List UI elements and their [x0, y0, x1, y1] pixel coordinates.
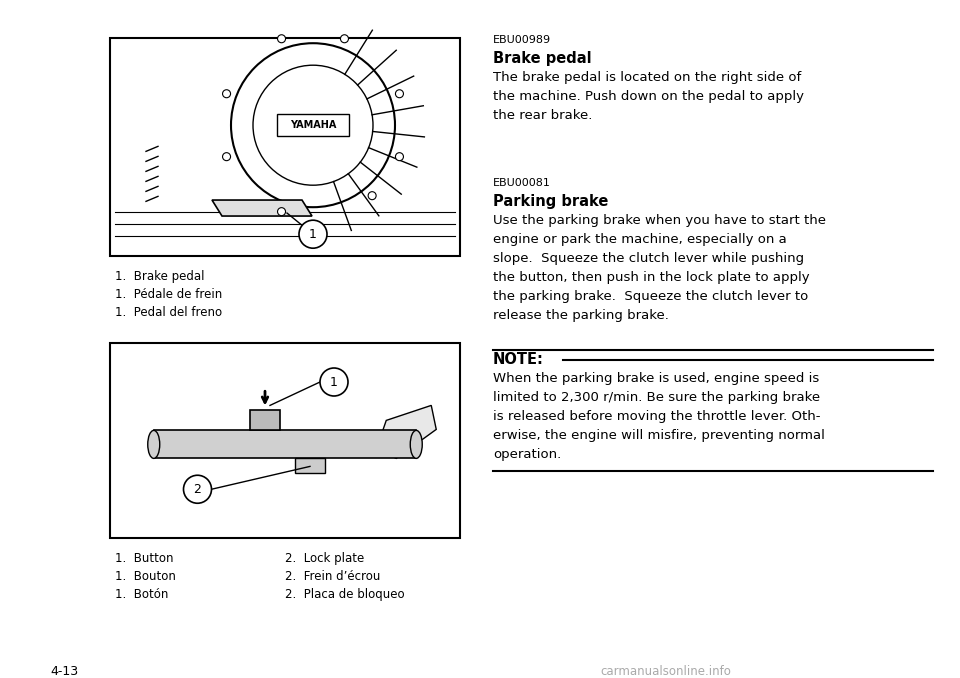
Text: EBU00081: EBU00081 [493, 178, 551, 188]
Bar [110, 38, 460, 256]
Polygon shape [212, 200, 312, 216]
Circle shape [396, 89, 403, 98]
Text: release the parking brake.: release the parking brake. [493, 309, 669, 322]
Text: When the parking brake is used, engine speed is: When the parking brake is used, engine s… [493, 372, 819, 385]
Text: EBU00989: EBU00989 [493, 35, 551, 45]
Bar [277, 114, 349, 136]
Text: 2.  Placa de bloqueo: 2. Placa de bloqueo [285, 588, 404, 601]
Text: The brake pedal is located on the right side of: The brake pedal is located on the right … [493, 71, 802, 84]
Bar [250, 410, 280, 431]
Text: the rear brake.: the rear brake. [493, 109, 592, 122]
Polygon shape [376, 405, 436, 458]
Text: 1.  Button: 1. Button [115, 552, 174, 565]
Text: operation.: operation. [493, 448, 562, 461]
Text: limited to 2,300 r/min. Be sure the parking brake: limited to 2,300 r/min. Be sure the park… [493, 391, 820, 404]
Circle shape [320, 368, 348, 396]
Text: 1.  Botón: 1. Botón [115, 588, 168, 601]
Circle shape [183, 475, 211, 503]
Text: 1: 1 [330, 376, 338, 388]
Text: 1.  Bouton: 1. Bouton [115, 570, 176, 583]
Circle shape [368, 192, 376, 200]
Text: the parking brake.  Squeeze the clutch lever to: the parking brake. Squeeze the clutch le… [493, 290, 808, 303]
Text: carmanualsonline.info: carmanualsonline.info [600, 665, 731, 678]
Text: 1: 1 [309, 228, 317, 241]
Text: engine or park the machine, especially on a: engine or park the machine, especially o… [493, 233, 787, 246]
Text: 2.  Lock plate: 2. Lock plate [285, 552, 364, 565]
Text: Brake pedal: Brake pedal [493, 51, 591, 66]
Text: the machine. Push down on the pedal to apply: the machine. Push down on the pedal to a… [493, 90, 804, 103]
Circle shape [299, 220, 327, 248]
Text: Parking brake: Parking brake [493, 194, 609, 209]
Circle shape [223, 89, 230, 98]
Circle shape [341, 35, 348, 43]
Ellipse shape [148, 431, 159, 458]
Text: 1.  Pédale de frein: 1. Pédale de frein [115, 288, 223, 301]
Bar [110, 343, 460, 538]
Bar [154, 431, 417, 458]
Text: Use the parking brake when you have to start the: Use the parking brake when you have to s… [493, 214, 826, 227]
Text: slope.  Squeeze the clutch lever while pushing: slope. Squeeze the clutch lever while pu… [493, 252, 804, 265]
Text: 1.  Brake pedal: 1. Brake pedal [115, 270, 204, 283]
Text: the button, then push in the lock plate to apply: the button, then push in the lock plate … [493, 271, 809, 284]
Text: erwise, the engine will misfire, preventing normal: erwise, the engine will misfire, prevent… [493, 429, 825, 442]
Text: YAMAHA: YAMAHA [290, 120, 336, 130]
Circle shape [277, 207, 285, 216]
Circle shape [277, 35, 285, 43]
Text: 2: 2 [194, 483, 202, 496]
Text: NOTE:: NOTE: [493, 352, 544, 367]
Circle shape [223, 153, 230, 161]
Circle shape [396, 153, 403, 161]
Text: 2.  Frein d’écrou: 2. Frein d’écrou [285, 570, 380, 583]
Text: 1.  Pedal del freno: 1. Pedal del freno [115, 306, 222, 319]
Text: 4-13: 4-13 [50, 665, 78, 678]
Bar [295, 458, 325, 473]
Ellipse shape [410, 431, 422, 458]
Text: is released before moving the throttle lever. Oth-: is released before moving the throttle l… [493, 410, 821, 423]
